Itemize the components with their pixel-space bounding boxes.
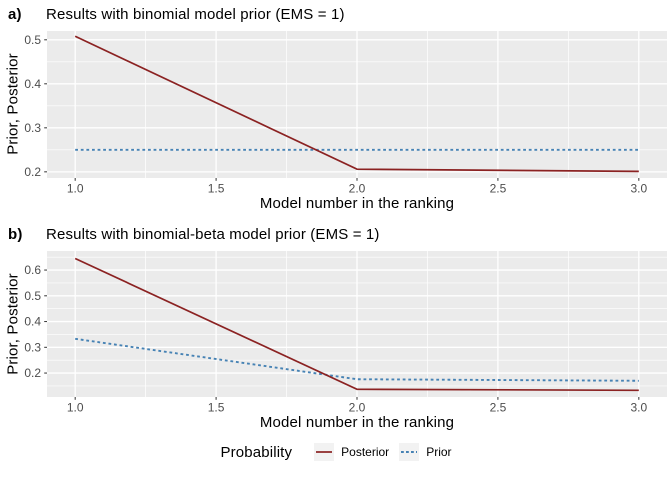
y-tick-label: 0.2 bbox=[24, 165, 41, 179]
panel-b-major-gridlines bbox=[47, 251, 667, 397]
panel-b: 1.0 1.5 2.0 2.5 3.0 0.2 0.3 0.4 0.5 0.6 bbox=[24, 251, 667, 415]
legend-label-prior: Prior bbox=[426, 445, 452, 459]
y-tick-label: 0.4 bbox=[24, 77, 41, 91]
legend-title: Probability bbox=[220, 443, 293, 461]
legend-label-posterior: Posterior bbox=[341, 445, 390, 459]
panel-a-major-gridlines bbox=[47, 31, 667, 178]
panel-a-title: a) Results with binomial model prior (EM… bbox=[8, 6, 345, 23]
panel-a-x-axis-title: Model number in the ranking bbox=[259, 195, 455, 212]
panel-a: 1.0 1.5 2.0 2.5 3.0 0.2 0.3 0.4 0.5 bbox=[24, 31, 667, 196]
panel-b-tick-labels: 1.0 1.5 2.0 2.5 3.0 0.2 0.3 0.4 0.5 0.6 bbox=[24, 263, 647, 414]
charts-canvas: 1.0 1.5 2.0 2.5 3.0 0.2 0.3 0.4 0.5 1.0 1.5 2.0 2.5 3… bbox=[24, 31, 667, 415]
x-tick-label: 1.5 bbox=[208, 401, 225, 415]
legend-item-posterior: Posterior bbox=[314, 443, 389, 461]
x-tick-label: 3.0 bbox=[630, 401, 647, 415]
y-tick-label: 0.4 bbox=[24, 315, 41, 329]
panel-b-title: b) Results with binomial-beta model prio… bbox=[8, 226, 380, 243]
panel-a-tick-labels: 1.0 1.5 2.0 2.5 3.0 0.2 0.3 0.4 0.5 bbox=[24, 33, 647, 196]
panel-b-y-axis-title: Prior, Posterior bbox=[4, 273, 22, 375]
x-tick-label: 1.0 bbox=[67, 182, 84, 196]
y-tick-label: 0.3 bbox=[24, 121, 41, 135]
panel-b-tick-marks bbox=[44, 269, 640, 400]
panel-a-posterior-line bbox=[74, 35, 639, 173]
panel-b-x-axis-title: Model number in the ranking bbox=[259, 414, 455, 431]
x-tick-label: 2.5 bbox=[490, 401, 507, 415]
prior-key-line bbox=[401, 451, 418, 453]
legend: Probability Posterior Prior bbox=[0, 443, 672, 461]
panel-b-label: b) bbox=[8, 226, 23, 243]
x-tick-label: 1.5 bbox=[208, 182, 225, 196]
posterior-line-key-icon bbox=[314, 443, 335, 461]
panel-b-title-text: Results with binomial-beta model prior (… bbox=[46, 226, 380, 243]
x-tick-label: 1.0 bbox=[67, 401, 84, 415]
panel-b-posterior-line bbox=[74, 257, 639, 392]
panel-a-title-text: Results with binomial model prior (EMS =… bbox=[46, 6, 345, 23]
y-tick-label: 0.5 bbox=[24, 289, 41, 303]
panel-a-y-axis-title: Prior, Posterior bbox=[4, 53, 22, 155]
x-tick-label: 3.0 bbox=[630, 182, 647, 196]
x-tick-label: 2.5 bbox=[490, 182, 507, 196]
y-tick-label: 0.3 bbox=[24, 340, 41, 354]
y-tick-label: 0.6 bbox=[24, 263, 41, 277]
panel-a-label: a) bbox=[8, 6, 22, 23]
panel-b-prior-line bbox=[75, 337, 639, 382]
legend-item-prior: Prior bbox=[399, 443, 452, 461]
panel-a-tick-marks bbox=[44, 39, 640, 181]
y-tick-label: 0.5 bbox=[24, 33, 41, 47]
prior-line-key-icon bbox=[399, 443, 420, 461]
x-tick-label: 2.0 bbox=[349, 401, 366, 415]
y-tick-label: 0.2 bbox=[24, 366, 41, 380]
posterior-key-line bbox=[316, 451, 333, 453]
x-tick-label: 2.0 bbox=[349, 182, 366, 196]
